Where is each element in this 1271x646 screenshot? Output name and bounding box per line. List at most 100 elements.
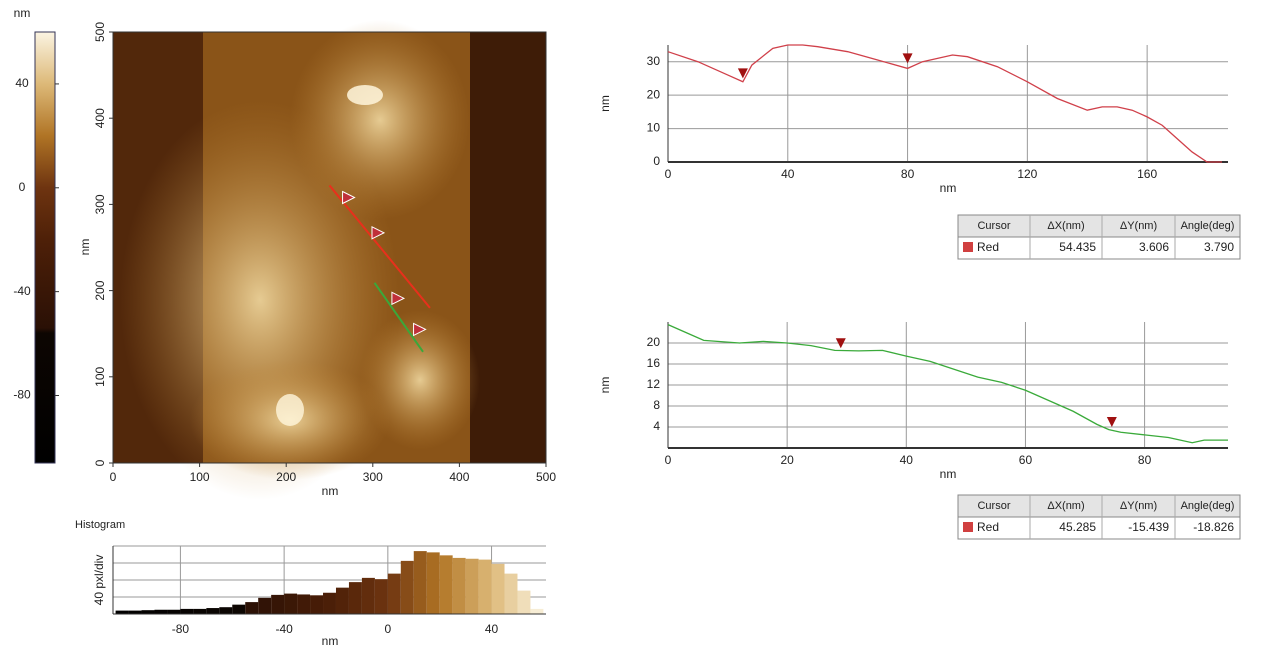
x-tick-label: 0 xyxy=(384,622,391,636)
cursor-marker xyxy=(371,226,386,240)
cursor-marker xyxy=(413,322,427,337)
histogram-bar xyxy=(517,590,531,614)
x-tick-label: 80 xyxy=(1138,453,1152,467)
histogram-bar xyxy=(530,608,544,614)
cursor-swatch xyxy=(963,522,973,532)
cursor-marker xyxy=(835,338,846,349)
histogram-bar xyxy=(439,555,453,614)
y-tick-label: 20 xyxy=(647,335,661,349)
histogram-bar xyxy=(219,607,233,614)
x-tick-label: 300 xyxy=(363,470,383,484)
histogram-bar xyxy=(154,609,168,614)
colorbar-tick-label: -80 xyxy=(13,388,31,402)
histogram-bar xyxy=(426,552,440,614)
histogram-title: Histogram xyxy=(75,519,125,531)
y-tick-label: 100 xyxy=(93,366,107,386)
x-tick-label: 200 xyxy=(276,470,296,484)
cursor-marker xyxy=(1106,417,1117,427)
histogram-bar xyxy=(128,610,142,614)
table-cell: Red xyxy=(977,520,999,534)
histogram-bar xyxy=(387,573,401,614)
colorbar-tick-label: 0 xyxy=(19,180,26,194)
histogram-bar xyxy=(413,551,427,614)
profile-curve xyxy=(667,324,1228,444)
x-axis-label: nm xyxy=(940,181,957,195)
cursor-swatch xyxy=(963,242,973,252)
x-tick-label: 60 xyxy=(1019,453,1033,467)
y-tick-label: 0 xyxy=(93,459,107,466)
histogram-bar xyxy=(284,593,298,614)
colorbar-tick-label: 40 xyxy=(15,76,29,90)
histogram-bar xyxy=(361,577,375,614)
afm-image-texture xyxy=(113,20,546,500)
image-frame xyxy=(112,31,547,464)
table-header: Cursor xyxy=(977,220,1010,232)
table-cell: 54.435 xyxy=(1059,240,1096,254)
x-tick-label: 500 xyxy=(536,470,556,484)
histogram-bar xyxy=(491,563,505,614)
x-tick-label: 120 xyxy=(1017,167,1037,181)
x-tick-label: 0 xyxy=(665,167,672,181)
table-header-bg xyxy=(957,494,1241,518)
profile-curve xyxy=(667,44,1223,163)
histogram-bar xyxy=(465,558,479,614)
x-axis-label: nm xyxy=(322,484,339,498)
x-tick-label: 0 xyxy=(110,470,117,484)
histogram-bar xyxy=(335,587,349,614)
histogram-bar xyxy=(297,594,311,614)
histogram-bar xyxy=(115,610,129,614)
histogram-bar xyxy=(180,608,194,614)
cursor-marker xyxy=(391,291,406,306)
y-tick-label: 16 xyxy=(647,356,661,370)
profile-line xyxy=(328,184,431,309)
y-tick-label: 8 xyxy=(653,398,660,412)
table-cell: 3.790 xyxy=(1204,240,1234,254)
y-tick-label: 500 xyxy=(93,22,107,42)
y-axis-label: nm xyxy=(78,239,92,256)
table-cell: 3.606 xyxy=(1139,240,1169,254)
histogram-bar xyxy=(452,557,466,614)
histogram-bar xyxy=(206,608,220,614)
y-tick-label: 200 xyxy=(93,280,107,300)
x-axis-label: nm xyxy=(940,467,957,481)
histogram-bar xyxy=(323,592,336,614)
x-tick-label: 40 xyxy=(781,167,795,181)
histogram-bar xyxy=(141,610,155,614)
x-tick-label: 20 xyxy=(780,453,794,467)
colorbar xyxy=(34,31,56,464)
x-tick-label: 400 xyxy=(449,470,469,484)
y-tick-label: 10 xyxy=(647,121,661,135)
histogram-bar xyxy=(374,579,388,614)
table-header: ΔY(nm) xyxy=(1120,500,1157,512)
histogram-bar xyxy=(193,608,207,614)
table-header: ΔY(nm) xyxy=(1120,220,1157,232)
histogram-bar xyxy=(400,560,414,614)
table-cell: Red xyxy=(977,240,999,254)
histogram-bar xyxy=(348,582,362,614)
x-tick-label: 160 xyxy=(1137,167,1157,181)
x-axis-label: nm xyxy=(322,634,339,646)
y-tick-label: 0 xyxy=(653,154,660,168)
histogram-bar xyxy=(232,604,246,614)
cursor-marker xyxy=(342,190,356,205)
x-tick-label: -80 xyxy=(172,622,190,636)
x-tick-label: 80 xyxy=(901,167,915,181)
y-tick-label: 30 xyxy=(647,54,661,68)
x-tick-label: -40 xyxy=(275,622,293,636)
table-cell: -18.826 xyxy=(1193,520,1234,534)
y-tick-label: 300 xyxy=(93,194,107,214)
histogram-bar xyxy=(310,595,324,614)
table-header: Angle(deg) xyxy=(1181,500,1235,512)
cursor-marker xyxy=(902,53,913,64)
y-tick-label: 400 xyxy=(93,108,107,128)
histogram-bar xyxy=(258,597,272,614)
table-cell: -15.439 xyxy=(1128,520,1169,534)
table-header: ΔX(nm) xyxy=(1047,220,1084,232)
histogram-bar xyxy=(271,594,285,614)
x-tick-label: 40 xyxy=(485,622,499,636)
y-tick-label: 20 xyxy=(647,87,661,101)
table-header-bg xyxy=(957,214,1241,238)
cursor-marker xyxy=(737,68,748,79)
colorbar-tick-label: -40 xyxy=(13,284,31,298)
